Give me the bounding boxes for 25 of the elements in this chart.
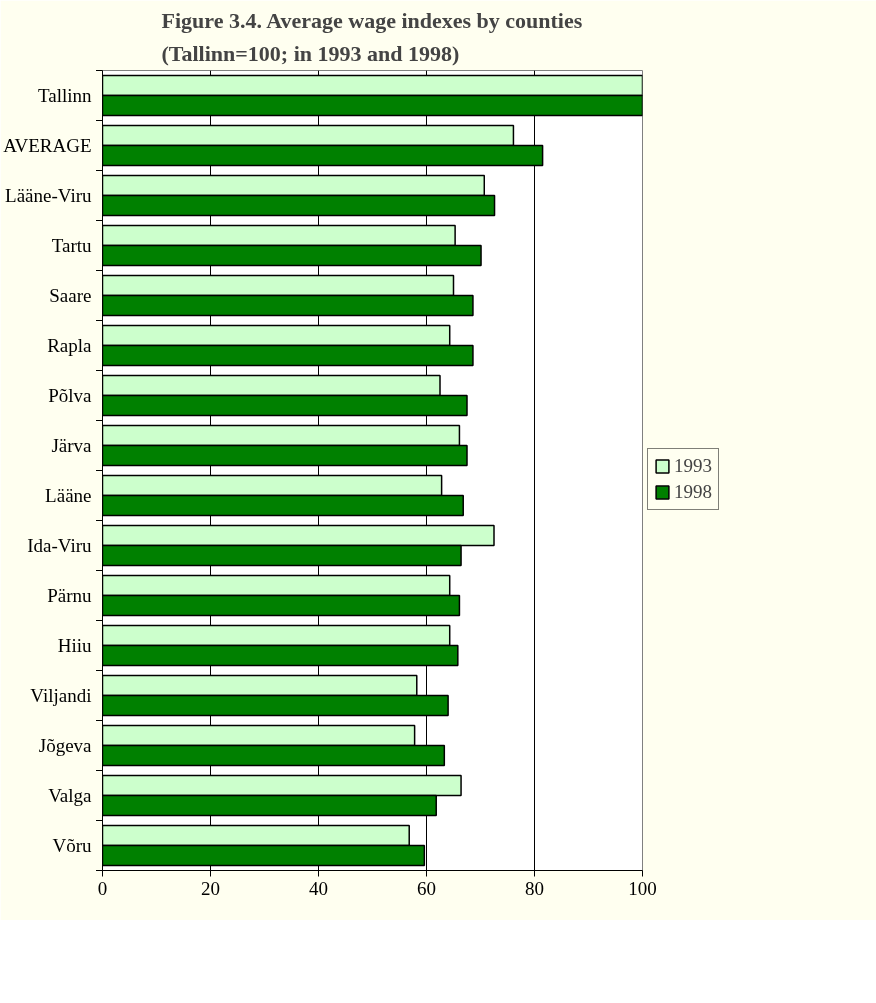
y-tick-label: Järva xyxy=(51,435,93,456)
x-tick-label: 80 xyxy=(525,877,544,899)
y-tick-label: Saare xyxy=(49,285,92,306)
chart-title: Figure 3.4. Average wage indexes by counties (Tallinn=100; in 1993 and 1998) xyxy=(161,8,583,66)
y-tick-label: Pärnu xyxy=(47,585,92,606)
y-tick-label: Viljandi xyxy=(30,685,92,706)
x-tick-label: 100 xyxy=(628,877,657,899)
legend-label: 1998 xyxy=(674,481,712,503)
y-tick-label: Ida-Viru xyxy=(27,535,92,556)
y-tick-label: Lääne-Viru xyxy=(5,185,92,206)
x-tick-label: 20 xyxy=(201,877,220,899)
y-tick-label: Hiiu xyxy=(57,635,92,656)
x-tick-label: 60 xyxy=(417,877,436,899)
legend-label: 1993 xyxy=(674,455,712,477)
x-tick-label: 40 xyxy=(309,877,328,899)
x-tick-label: 0 xyxy=(97,877,108,899)
y-tick-label: Rapla xyxy=(47,335,93,356)
y-tick-label: Võru xyxy=(52,835,92,856)
y-tick-label: Tallinn xyxy=(37,85,92,106)
y-tick-label: Lääne xyxy=(45,485,92,506)
y-tick-label: Tartu xyxy=(51,235,92,256)
y-tick-label: AVERAGE xyxy=(3,135,92,156)
y-tick-label: Põlva xyxy=(48,385,93,406)
y-tick-label: Jõgeva xyxy=(38,735,93,756)
y-tick-label: Valga xyxy=(48,785,93,806)
